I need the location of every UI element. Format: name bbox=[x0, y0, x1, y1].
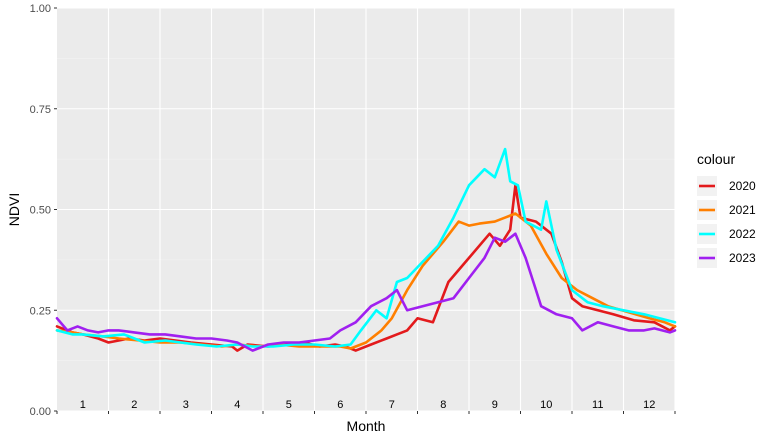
month-label: 2 bbox=[131, 399, 137, 411]
y-axis: 0.00 0.25 0.50 0.75 1.00 bbox=[30, 3, 57, 418]
month-label: 10 bbox=[540, 399, 552, 411]
month-label: 6 bbox=[337, 399, 343, 411]
legend-label-2021: 2021 bbox=[729, 203, 756, 217]
legend: colour 2020 2021 2022 2023 bbox=[697, 151, 756, 268]
y-tick-label: 0.25 bbox=[30, 305, 51, 317]
x-axis bbox=[56, 411, 676, 414]
series-line-2022 bbox=[55, 147, 677, 348]
series-lines bbox=[55, 147, 677, 352]
month-label: 1 bbox=[80, 399, 86, 411]
month-label: 3 bbox=[183, 399, 189, 411]
y-tick-label: 1.00 bbox=[30, 3, 51, 15]
legend-title: colour bbox=[697, 151, 735, 167]
month-label: 5 bbox=[286, 399, 292, 411]
major-gridlines bbox=[57, 7, 676, 412]
y-tick-label: 0.50 bbox=[30, 205, 51, 217]
month-label: 11 bbox=[592, 399, 603, 411]
x-axis-title: Month bbox=[347, 418, 386, 434]
month-label: 8 bbox=[440, 399, 446, 411]
series-line-2023 bbox=[55, 232, 677, 352]
month-label: 4 bbox=[234, 399, 240, 411]
series-line-2021 bbox=[55, 212, 677, 350]
month-label: 9 bbox=[492, 399, 498, 411]
month-labels: 1 2 3 4 5 6 7 8 9 10 11 12 bbox=[80, 399, 656, 411]
y-tick-label: 0.00 bbox=[30, 406, 51, 418]
legend-label-2020: 2020 bbox=[729, 179, 756, 193]
legend-items: 2020 2021 2022 2023 bbox=[697, 176, 756, 268]
legend-label-2023: 2023 bbox=[729, 251, 756, 265]
y-tick-label: 0.75 bbox=[30, 104, 51, 116]
legend-label-2022: 2022 bbox=[729, 227, 756, 241]
y-axis-title: NDVI bbox=[6, 193, 22, 226]
month-label: 12 bbox=[643, 399, 655, 411]
series-line-2020 bbox=[55, 184, 677, 352]
month-label: 7 bbox=[389, 399, 395, 411]
